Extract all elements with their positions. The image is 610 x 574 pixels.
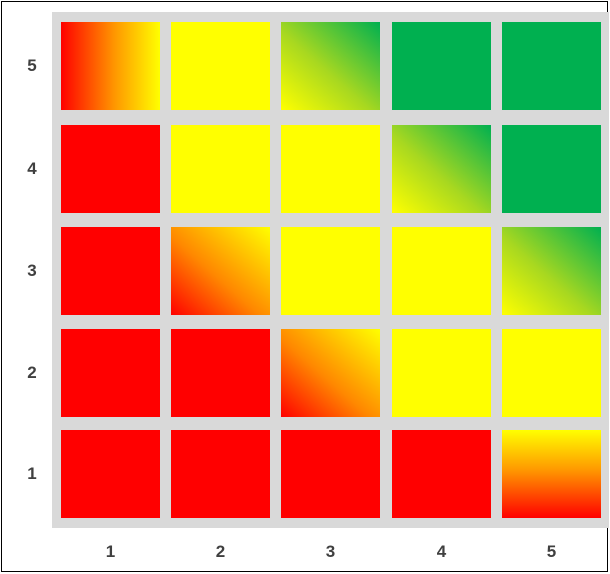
heatmap-cell-x4-y1 xyxy=(392,430,491,518)
y-tick-1: 1 xyxy=(27,464,37,483)
x-tick-5: 5 xyxy=(546,542,557,561)
heatmap-cell-x5-y1 xyxy=(502,430,601,518)
heatmap-cell-x2-y2 xyxy=(171,329,270,417)
heatmap-cell-x3-y2 xyxy=(281,329,380,417)
x-tick-1: 1 xyxy=(105,542,116,561)
heatmap-cell-x3-y5 xyxy=(281,22,380,110)
y-tick-2: 2 xyxy=(27,363,37,382)
heatmap-cell-x3-y1 xyxy=(281,430,380,518)
heatmap-cell-x1-y4 xyxy=(61,125,160,213)
heatmap-cell-x3-y3 xyxy=(281,227,380,315)
heatmap-cell-x2-y4 xyxy=(171,125,270,213)
y-tick-5: 5 xyxy=(27,56,37,75)
heatmap-cell-x1-y1 xyxy=(61,430,160,518)
heatmap-cell-x2-y3 xyxy=(171,227,270,315)
heatmap-cell-x4-y2 xyxy=(392,329,491,417)
y-tick-3: 3 xyxy=(27,261,37,280)
heatmap-cell-x4-y5 xyxy=(392,22,491,110)
heatmap-cell-x1-y3 xyxy=(61,227,160,315)
heatmap-cell-x1-y2 xyxy=(61,329,160,417)
heatmap-cell-x1-y5 xyxy=(61,22,160,110)
heatmap-cell-x4-y3 xyxy=(392,227,491,315)
x-tick-3: 3 xyxy=(325,542,336,561)
heatmap-cell-x5-y3 xyxy=(502,227,601,315)
heatmap-cell-x2-y1 xyxy=(171,430,270,518)
heatmap-cell-x5-y2 xyxy=(502,329,601,417)
heatmap-cell-x4-y4 xyxy=(392,125,491,213)
heatmap-grid xyxy=(52,12,609,528)
y-tick-4: 4 xyxy=(27,159,37,178)
x-tick-2: 2 xyxy=(215,542,226,561)
x-tick-4: 4 xyxy=(436,542,447,561)
heatmap-cell-x5-y5 xyxy=(502,22,601,110)
heatmap-cell-x5-y4 xyxy=(502,125,601,213)
heatmap-cell-x2-y5 xyxy=(171,22,270,110)
heatmap-cell-x3-y4 xyxy=(281,125,380,213)
